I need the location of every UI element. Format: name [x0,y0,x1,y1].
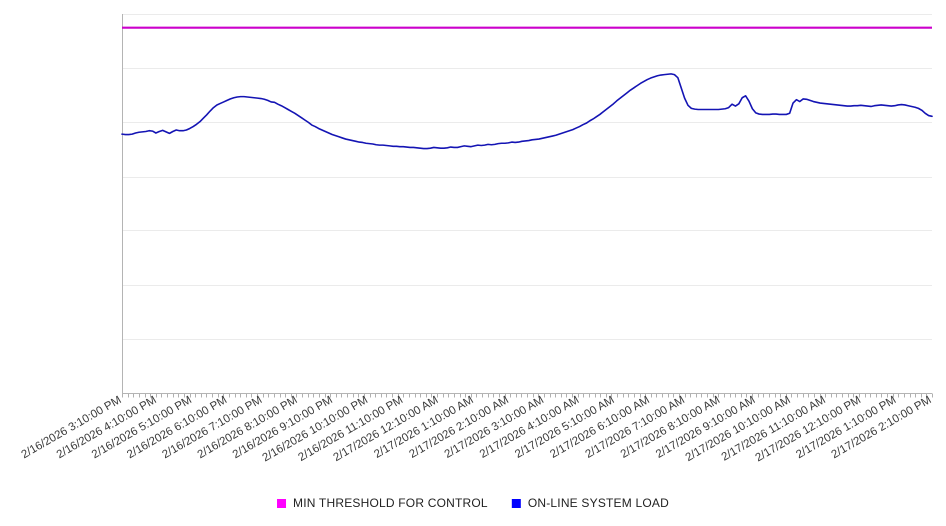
legend-label[interactable]: MIN THRESHOLD FOR CONTROL [293,496,488,510]
gridlines [122,14,932,394]
legend-swatch[interactable] [277,499,287,508]
series-line-on-line-system-load [121,73,933,150]
x-axis-minor-ticks [122,393,933,398]
legend-label[interactable]: ON-LINE SYSTEM LOAD [528,496,669,510]
legend-swatch[interactable] [511,499,521,508]
chart-legend: MIN THRESHOLD FOR CONTROL ON-LINE SYSTEM … [277,496,669,510]
x-axis-tick-labels: 2/16/2026 3:10:00 PM2/16/2026 4:10:00 PM… [19,394,933,464]
